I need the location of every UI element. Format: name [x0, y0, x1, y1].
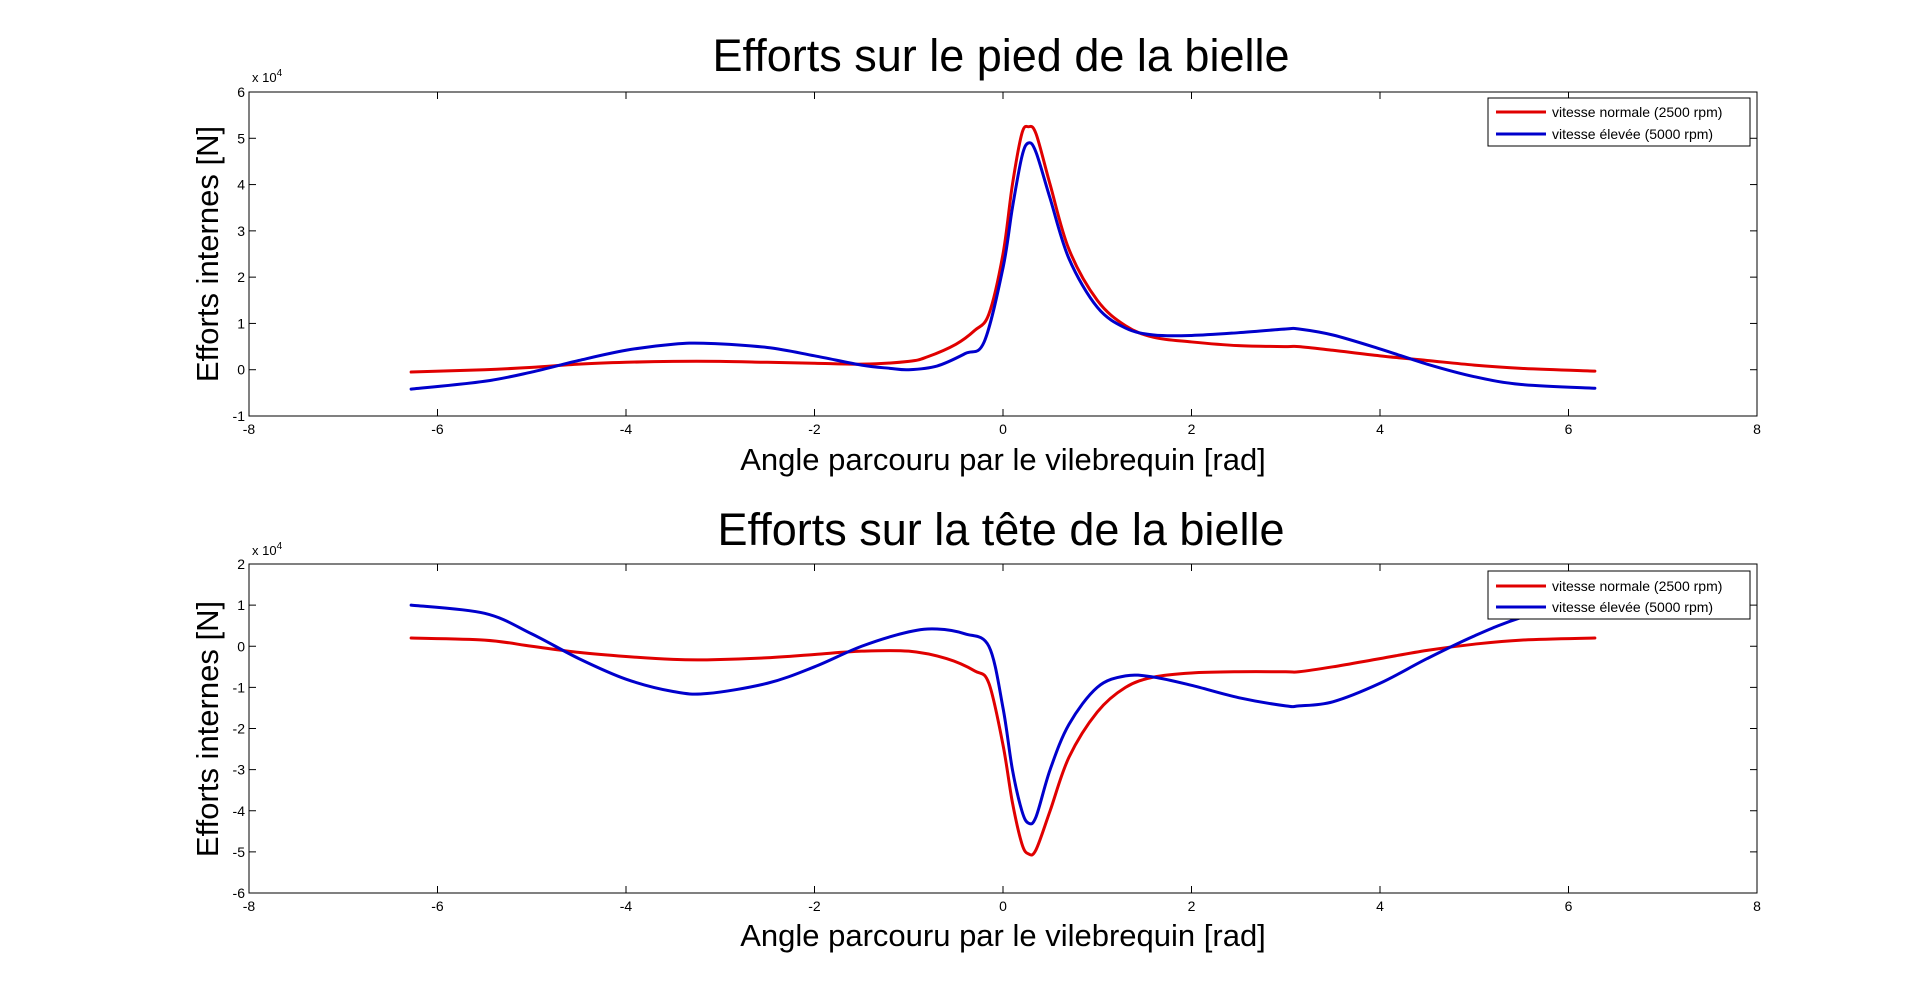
y-tick-label: 0 — [237, 638, 245, 654]
x-tick-label: -6 — [431, 898, 444, 914]
y-tick-label: -5 — [233, 844, 246, 860]
legend-box — [1487, 97, 1751, 147]
y-tick-label: -3 — [233, 762, 246, 778]
y-tick-label: 1 — [237, 315, 245, 331]
legend-label-normale: vitesse normale (2500 rpm) — [1552, 578, 1722, 594]
x-tick-label: 0 — [999, 898, 1007, 914]
x-tick-label: 4 — [1376, 898, 1384, 914]
y-axis-label: Efforts internes [N] — [190, 126, 225, 382]
y-tick-label: 1 — [237, 597, 245, 613]
x-tick-label: -4 — [620, 898, 633, 914]
y-tick-label: 3 — [237, 223, 245, 239]
legend: vitesse normale (2500 rpm) vitesse élevé… — [1487, 570, 1751, 620]
legend: vitesse normale (2500 rpm) vitesse élevé… — [1487, 97, 1751, 147]
y-ticks: -1 0 1 2 3 4 5 6 — [233, 84, 1757, 424]
y-tick-label: -1 — [233, 408, 246, 424]
x-tick-label: 2 — [1188, 421, 1196, 437]
y-tick-label: 2 — [237, 556, 245, 572]
series-line-normale — [409, 636, 1597, 857]
x-axis-label: Angle parcouru par le vilebrequin [rad] — [740, 918, 1266, 953]
y-ticks: -6 -5 -4 -3 -2 -1 0 1 2 — [233, 556, 1757, 901]
x-tick-label: -8 — [243, 421, 256, 437]
series-layer — [409, 595, 1597, 857]
x-axis-label: Angle parcouru par le vilebrequin [rad] — [740, 442, 1266, 477]
series-line-elevee — [409, 595, 1597, 826]
y-tick-label: 2 — [237, 269, 245, 285]
x-tick-label: 0 — [999, 421, 1007, 437]
legend-box — [1487, 570, 1751, 620]
x-tick-label: 6 — [1565, 898, 1573, 914]
legend-label-elevee: vitesse élevée (5000 rpm) — [1552, 599, 1713, 615]
x-ticks: -8 -6 -4 -2 0 2 4 6 8 — [243, 92, 1761, 437]
y-tick-label: -1 — [233, 679, 246, 695]
y-tick-label: -2 — [233, 721, 246, 737]
series-line-elevee — [409, 141, 1597, 391]
x-tick-label: -2 — [808, 421, 821, 437]
x-tick-label: -6 — [431, 421, 444, 437]
y-tick-label: 5 — [237, 130, 245, 146]
legend-label-normale: vitesse normale (2500 rpm) — [1552, 104, 1722, 120]
x-tick-label: -2 — [808, 898, 821, 914]
y-multiplier-label: x 104 — [252, 541, 283, 558]
chart-title: Efforts sur la tête de la bielle — [718, 504, 1285, 555]
x-tick-label: -4 — [620, 421, 633, 437]
chart-title: Efforts sur le pied de la bielle — [712, 30, 1289, 81]
series-line-normale — [409, 124, 1597, 374]
y-tick-label: 4 — [237, 177, 245, 193]
y-tick-label: 6 — [237, 84, 245, 100]
x-tick-label: -8 — [243, 898, 256, 914]
x-tick-label: 6 — [1565, 421, 1573, 437]
legend-label-elevee: vitesse élevée (5000 rpm) — [1552, 126, 1713, 142]
y-tick-label: -6 — [233, 885, 246, 901]
x-tick-label: 8 — [1753, 898, 1761, 914]
subplot-pied: Efforts sur le pied de la bielle -8 -6 -4-… — [190, 30, 1761, 477]
x-tick-label: 2 — [1188, 898, 1196, 914]
y-tick-label: -4 — [233, 803, 246, 819]
x-tick-label: 4 — [1376, 421, 1384, 437]
series-layer — [409, 124, 1597, 391]
x-tick-label: 8 — [1753, 421, 1761, 437]
y-axis-label: Efforts internes [N] — [190, 601, 225, 857]
x-ticks: -8 -6 -4 -2 0 2 4 6 8 — [243, 564, 1761, 914]
subplot-tete: Efforts sur la tête de la bielle -8 -6 -4-… — [190, 504, 1761, 953]
y-tick-label: 0 — [237, 362, 245, 378]
y-multiplier-label: x 104 — [252, 68, 283, 85]
